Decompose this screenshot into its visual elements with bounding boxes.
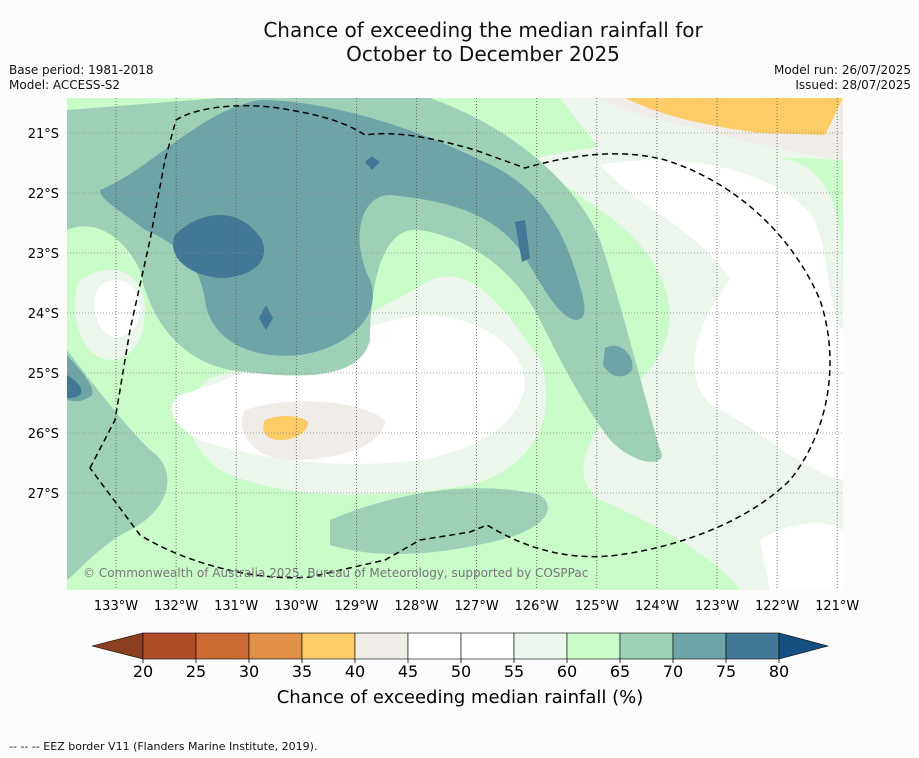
- lat-label: 23°S: [28, 247, 59, 262]
- region-45-55-se: [760, 523, 843, 590]
- region-40-45-center: [242, 401, 385, 460]
- lat-label: 25°S: [28, 367, 59, 382]
- eez-border-line: [89, 104, 831, 579]
- lat-label: 27°S: [28, 487, 59, 502]
- colorbar-tick-label: 40: [345, 662, 365, 681]
- region-35-40-ne: [625, 98, 843, 135]
- colorbar-tick-label: 75: [716, 662, 736, 681]
- lat-label: 21°S: [28, 127, 59, 142]
- colorbar-tick-label: 55: [504, 662, 524, 681]
- rainfall-map: 21°S22°S23°S24°S25°S26°S27°S 133°W 132°W 1…: [28, 98, 860, 708]
- meta-right: Model run: 26/07/2025 Issued: 28/07/2025: [774, 63, 911, 93]
- lat-label: 22°S: [28, 187, 59, 202]
- lon-label: 122°W: [755, 599, 799, 614]
- base-period-text: Base period: 1981-2018: [9, 63, 154, 77]
- region-45-55-west: [94, 279, 140, 338]
- colorbar-label: Chance of exceeding median rainfall (%): [277, 687, 644, 708]
- colorbar-swatch: [672, 632, 727, 660]
- lon-label: 121°W: [815, 599, 859, 614]
- colorbar-swatch: [619, 632, 674, 660]
- lon-label: 125°W: [575, 599, 619, 614]
- colorbar-under-arrow: [91, 632, 144, 660]
- colorbar: 20 25 30 35 40 45 50 55 60 65 70 75 80: [91, 632, 830, 681]
- lon-label: 128°W: [394, 599, 438, 614]
- lat-label: 24°S: [28, 307, 59, 322]
- grid-lines: [67, 98, 843, 590]
- region-65-70-south: [330, 488, 548, 555]
- model-run-text: Model run: 26/07/2025: [773, 63, 911, 77]
- map-area: [67, 98, 843, 590]
- colorbar-swatch: [301, 632, 356, 660]
- chart-title: Chance of exceeding the median rainfall …: [0, 18, 919, 66]
- lon-label: 124°W: [635, 599, 679, 614]
- title-line-1: Chance of exceeding the median rainfall …: [263, 18, 703, 42]
- lon-label: 129°W: [334, 599, 378, 614]
- lon-label: 126°W: [515, 599, 559, 614]
- region-70-75-main: [100, 100, 585, 356]
- lon-label: 131°W: [214, 599, 258, 614]
- lon-label: 130°W: [274, 599, 318, 614]
- region-75-80-small-1: [259, 305, 273, 330]
- eez-footnote: -- -- -- EEZ border V11 (Flanders Marine…: [9, 740, 318, 753]
- colorbar-tick-label: 35: [292, 662, 312, 681]
- colorbar-swatch: [725, 632, 780, 660]
- model-text: Model: ACCESS-S2: [9, 78, 121, 92]
- lon-label: 123°W: [695, 599, 739, 614]
- colorbar-tick-label: 25: [186, 662, 206, 681]
- lon-label: 132°W: [154, 599, 198, 614]
- lon-label: 127°W: [455, 599, 499, 614]
- region-35-40-center: [263, 416, 308, 440]
- colorbar-tick-label: 65: [610, 662, 630, 681]
- colorbar-tick-label: 50: [451, 662, 471, 681]
- colorbar-tick-label: 30: [239, 662, 259, 681]
- colorbar-swatch: [407, 632, 462, 660]
- copyright-text: © Commonwealth of Australia 2025, Bureau…: [83, 566, 588, 580]
- region-45-55-east: [600, 160, 843, 480]
- colorbar-swatch: [513, 632, 568, 660]
- colorbar-tick-label: 45: [398, 662, 418, 681]
- colorbar-swatch: [460, 632, 515, 660]
- colorbar-tick-label: 20: [133, 662, 153, 681]
- region-65-70-southwest: [67, 350, 168, 580]
- title-line-2: October to December 2025: [346, 42, 620, 66]
- colorbar-over-arrow: [778, 632, 830, 660]
- colorbar-swatch: [142, 632, 197, 660]
- region-70-75-east: [603, 345, 633, 377]
- meta-left: Base period: 1981-2018 Model: ACCESS-S2: [9, 63, 154, 93]
- lon-label: 133°W: [94, 599, 138, 614]
- colorbar-swatch: [195, 632, 250, 660]
- lat-label: 26°S: [28, 427, 59, 442]
- region-75-80-small-2: [515, 220, 530, 262]
- longitude-labels: 133°W 132°W 131°W 130°W 129°W 128°W 127°W 126°W…: [94, 599, 860, 614]
- colorbar-tick-label: 60: [557, 662, 577, 681]
- region-75-80-main: [173, 215, 265, 278]
- colorbar-swatch: [248, 632, 303, 660]
- colorbar-tick-label: 70: [663, 662, 683, 681]
- colorbar-swatch: [566, 632, 621, 660]
- colorbar-tick-label: 80: [769, 662, 789, 681]
- latitude-labels: 21°S 22°S 23°S 24°S 25°S 26°S 27°S: [28, 127, 59, 502]
- colorbar-swatch: [354, 632, 409, 660]
- issued-text: Issued: 28/07/2025: [795, 78, 911, 92]
- region-75-80-small-3: [365, 156, 380, 170]
- region-75-80-west: [67, 375, 82, 398]
